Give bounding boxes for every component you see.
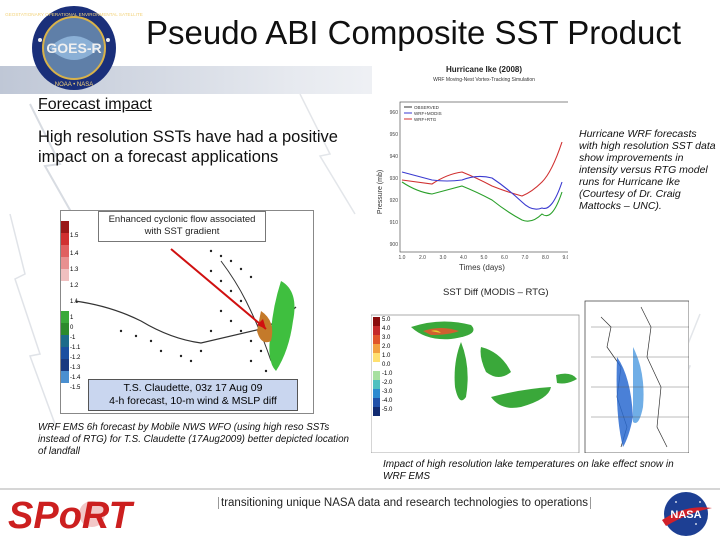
lake-cb-label: 5.0 xyxy=(382,317,391,323)
sport-logo: SPoRT xyxy=(8,495,135,536)
goes-r-ring-bottom: NOAA • NASA xyxy=(55,82,93,88)
cb-label: 1.2 xyxy=(70,283,79,289)
goes-r-logo: GOES-R GEOSTATIONARY OPERATIONAL ENVIRON… xyxy=(5,6,143,90)
lake-effect-note: Impact of high resolution lake temperatu… xyxy=(383,459,674,482)
ike-xtick-label: 7.0 xyxy=(522,255,529,261)
ike-legend-observed: OBSERVED xyxy=(414,105,440,110)
ike-xtick-label: 8.0 xyxy=(542,255,549,261)
lake-sst-diff-figure: 5.0 4.0 3.0 2.0 1.0 0.0 -1.0 -2.0 -3.0 -… xyxy=(370,287,690,454)
cb-label: -1.1 xyxy=(70,345,81,351)
goes-r-ring-top: GEOSTATIONARY OPERATIONAL ENVIRONMENTAL … xyxy=(5,12,143,17)
ike-xtick-label: 4.0 xyxy=(460,255,467,261)
ike-ytick-label: 940 xyxy=(390,154,399,160)
ike-ytick-label: 950 xyxy=(390,132,399,138)
lake-cb-label: -5.0 xyxy=(382,407,393,413)
sport-wordmark: SPoRT xyxy=(8,495,135,536)
cb-label: 0 xyxy=(70,325,74,331)
header-bar xyxy=(0,66,720,94)
claudette-caption: T.S. Claudette, 03z 17 Aug 09 4-h foreca… xyxy=(88,379,298,411)
goes-r-wordmark: GOES-R xyxy=(46,40,101,56)
claudette-caption-line2: 4-h forecast, 10-m wind & MSLP diff xyxy=(109,395,277,407)
section-heading: Forecast impact xyxy=(38,96,152,113)
cb-label: 1.1 xyxy=(70,299,79,305)
lake-cb-label: -1.0 xyxy=(382,371,393,377)
ike-legend: OBSERVED WRF+MODIS WRF+RTG xyxy=(404,105,442,122)
cb-label: -1 xyxy=(70,335,76,341)
cb-label: 1 xyxy=(70,315,74,321)
ike-subtitle: WRF Moving-Nest Vortex-Tracking Simulati… xyxy=(433,77,535,83)
ike-xtick-label: 3.0 xyxy=(440,255,447,261)
lake-figure-title: SST Diff (MODIS – RTG) xyxy=(443,287,549,298)
ike-note: Hurricane WRF forecasts with high resolu… xyxy=(579,128,716,212)
ike-series-observed xyxy=(401,181,563,222)
bullet-text: High resolution SSTs have had a positive… xyxy=(38,128,338,166)
lake-cb-label: 1.0 xyxy=(382,353,391,359)
lake-cb-label: 4.0 xyxy=(382,326,391,332)
cb-label: -1.5 xyxy=(70,385,81,391)
ike-xtick-label: 6.0 xyxy=(501,255,508,261)
footer-rule xyxy=(0,488,720,490)
ike-ytick-label: 910 xyxy=(390,220,399,226)
lake-cb-label: -2.0 xyxy=(382,380,393,386)
claudette-note: WRF EMS 6h forecast by Mobile NWS WFO (u… xyxy=(38,422,349,457)
ike-ytick-label: 930 xyxy=(390,176,399,182)
lake-figure-graphic xyxy=(370,300,690,454)
lake-cb-label: 3.0 xyxy=(382,335,391,341)
ike-title: Hurricane Ike (2008) xyxy=(446,65,522,74)
cb-label: -1.3 xyxy=(70,365,81,371)
sst-gradient-callout: Enhanced cyclonic flow associated with S… xyxy=(98,211,266,242)
map1-colorbar-labels: 1.5 1.4 1.3 1.2 1.1 1 0 -1 -1.1 -1.2 -1.… xyxy=(70,211,84,413)
nasa-logo: NASA xyxy=(662,492,712,536)
map1-colorbar xyxy=(61,221,69,383)
ike-xtick-label: 5.0 xyxy=(481,255,488,261)
hurricane-ike-chart: Hurricane Ike (2008) WRF Moving-Nest Vor… xyxy=(372,62,571,272)
hurricane-ike-chart-svg: Hurricane Ike (2008) WRF Moving-Nest Vor… xyxy=(377,65,571,272)
cb-label: 1.5 xyxy=(70,233,79,239)
tagline: transitioning unique NASA data and resea… xyxy=(218,497,591,509)
lake-cb-label: 2.0 xyxy=(382,344,391,350)
ike-xtick-label: 1.0 xyxy=(399,255,406,261)
ike-legend-modis: WRF+MODIS xyxy=(414,111,442,116)
slide-title: Pseudo ABI Composite SST Product xyxy=(146,14,682,51)
ike-series-modis xyxy=(401,171,563,210)
lake-cb-label: -4.0 xyxy=(382,398,393,404)
ike-legend-rtg: WRF+RTG xyxy=(414,117,437,122)
lake-colorbar-labels: 5.0 4.0 3.0 2.0 1.0 0.0 -1.0 -2.0 -3.0 -… xyxy=(382,315,402,425)
cb-label: -1.2 xyxy=(70,355,81,361)
ike-xlabel: Times (days) xyxy=(459,263,505,272)
ike-ylabel: Pressure (mb) xyxy=(377,170,384,214)
nasa-wordmark: NASA xyxy=(670,509,701,521)
ike-ytick-label: 960 xyxy=(390,110,399,116)
cb-label: 1.4 xyxy=(70,251,79,257)
ike-xtick-label: 9.0 xyxy=(563,255,568,261)
cb-label: 1.3 xyxy=(70,267,79,273)
lake-cb-label: 0.0 xyxy=(382,362,391,368)
cb-label: -1.4 xyxy=(70,375,81,381)
ike-ytick-label: 920 xyxy=(390,198,399,204)
ike-xtick-label: 2.0 xyxy=(419,255,426,261)
ike-series-rtg xyxy=(401,141,563,197)
ike-ytick-label: 900 xyxy=(390,242,399,248)
claudette-caption-line1: T.S. Claudette, 03z 17 Aug 09 xyxy=(123,382,263,394)
lake-cb-label: -3.0 xyxy=(382,389,393,395)
